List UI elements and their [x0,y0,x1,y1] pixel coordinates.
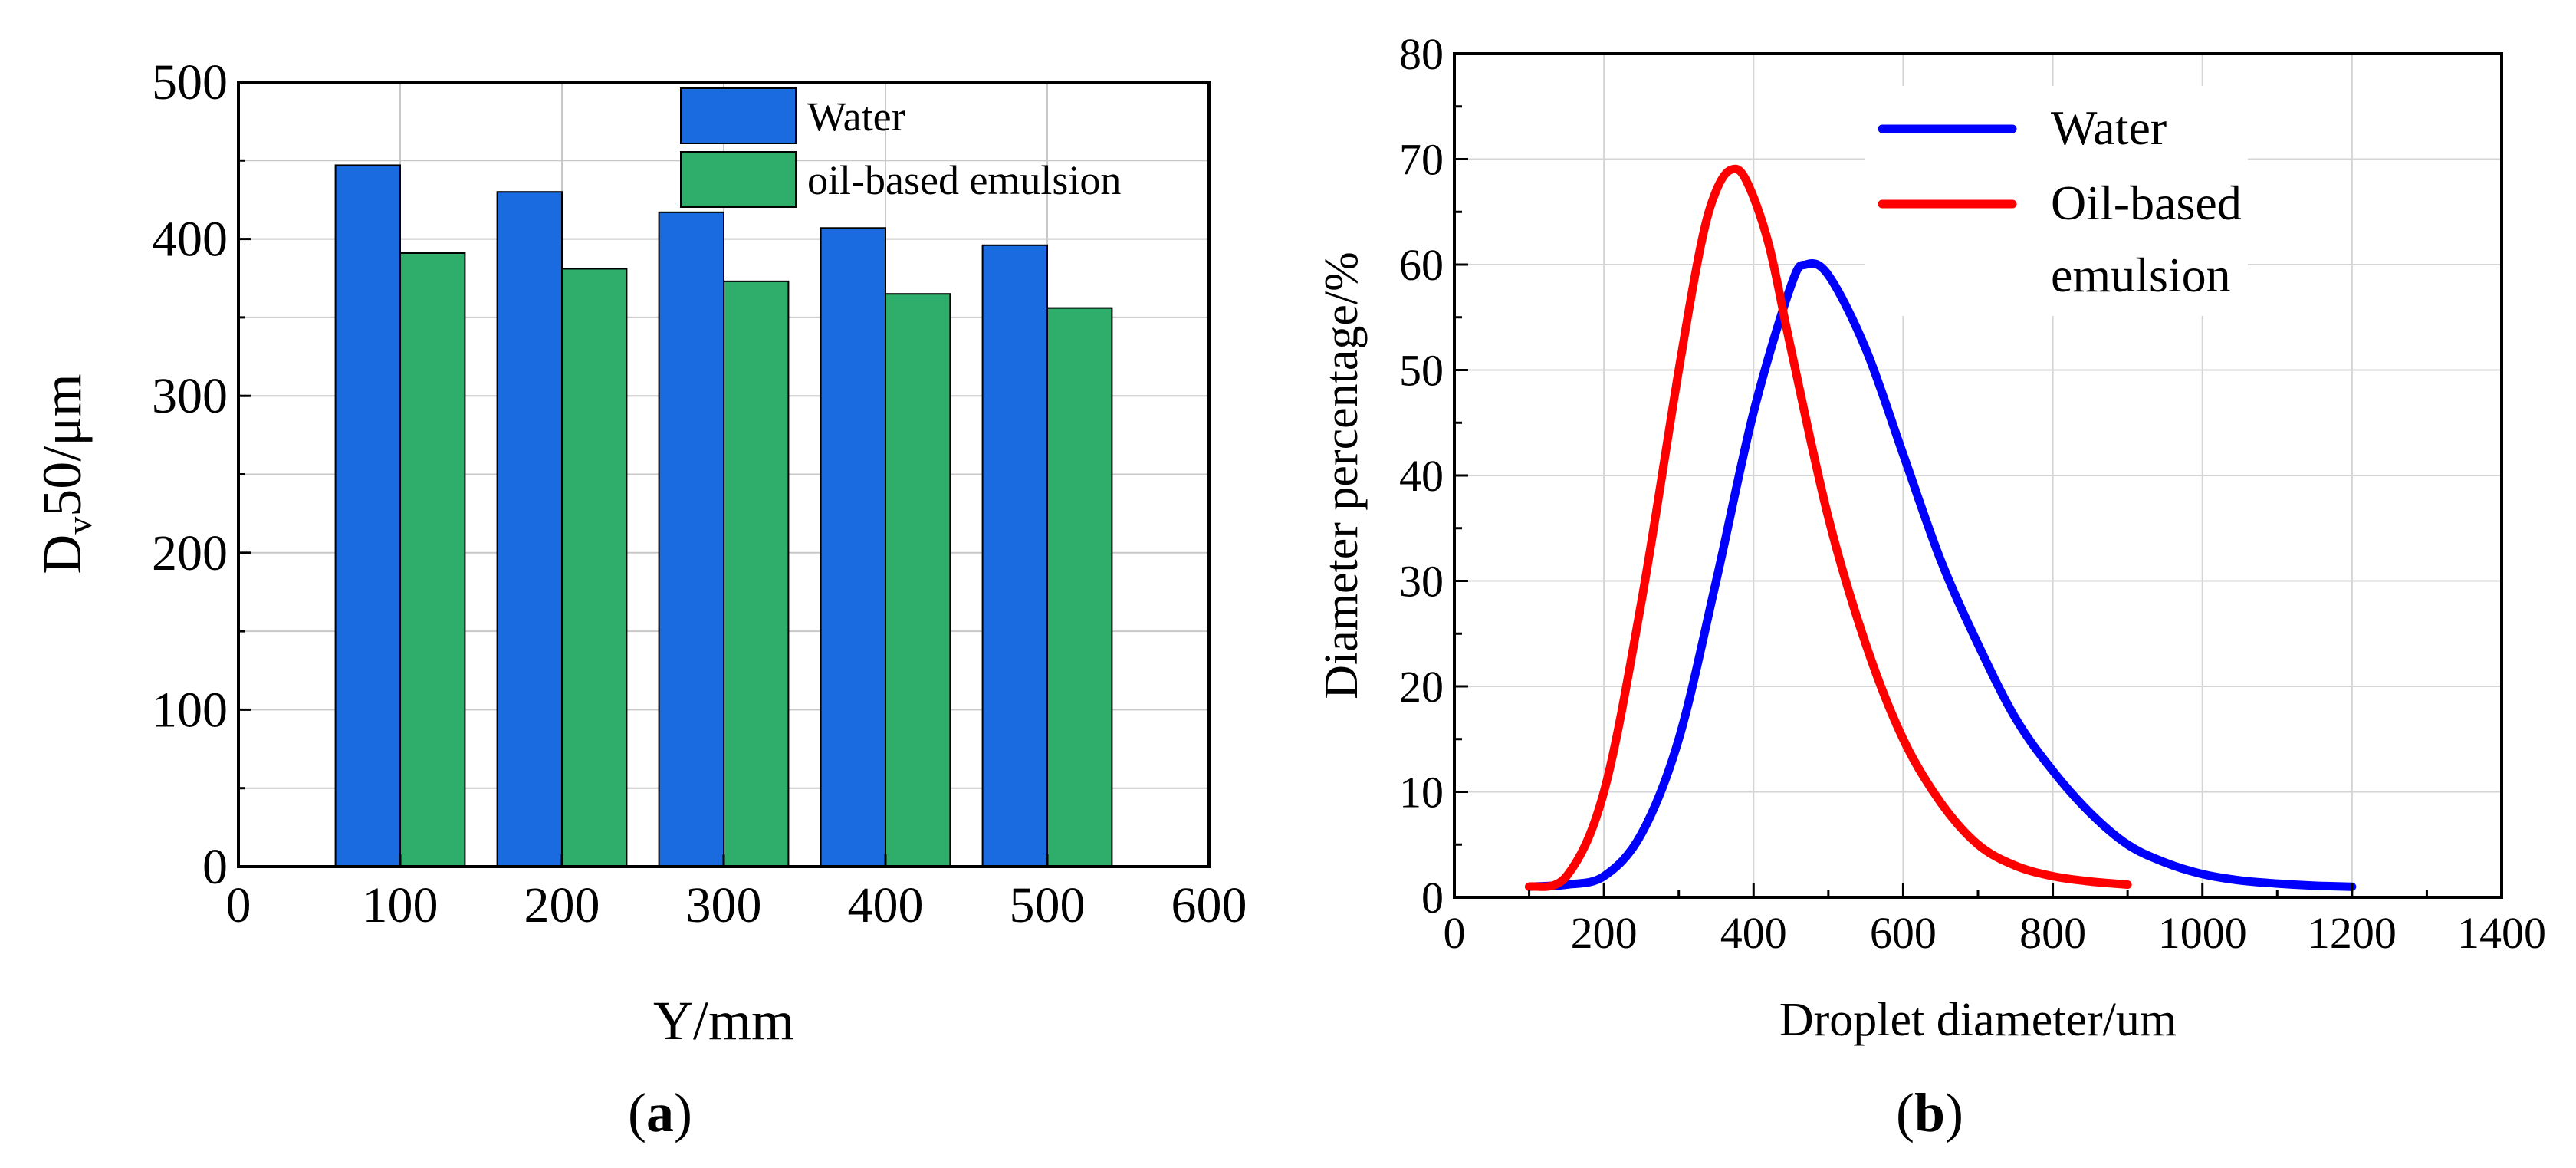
y-tick-label-b: 60 [1399,240,1444,290]
x-tick-label-b: 200 [1571,908,1638,958]
line-chart-panel-b: 0 200 400 600 800 1000 1200 1400 0 10 20 30 40 50 60 70… [1316,29,2546,1143]
x-axis-label-b: Droplet diameter/um [1779,994,2177,1046]
x-tick-label-a: 500 [1010,877,1086,933]
bar-water-200 [496,191,563,868]
legend-label-oil-b-line2: emulsion [2051,248,2231,302]
y-axis-label-a-rest: 50/μm [31,373,93,517]
x-tick-label-a: 0 [226,877,251,933]
y-tick-label-a: 500 [152,54,228,110]
panel-label-a: (a) [628,1082,692,1143]
x-axis-label-a: Y/mm [653,990,794,1051]
x-tick-label-b: 600 [1870,908,1937,958]
y-tick-label-b: 20 [1399,662,1444,712]
x-tick-label-a: 300 [686,877,762,933]
legend-label-water-b: Water [2051,100,2167,155]
bar-chart-panel-a: 0 100 200 300 400 500 600 0 100 200 300 400 500 Y/mm… [31,54,1247,1143]
bar-oil-100 [399,252,466,868]
x-tick-label-b: 1200 [2308,908,2397,958]
x-tick-label-b: 800 [2019,908,2086,958]
bars-a [334,164,1113,868]
x-tick-label-b: 0 [1444,908,1466,958]
legend-a: Water oil-based emulsion [680,87,1121,208]
y-tick-label-b: 70 [1399,135,1444,185]
y-tick-label-b: 80 [1399,29,1444,79]
bar-oil-400 [885,293,951,867]
x-tick-label-b: 1000 [2158,908,2247,958]
y-tick-label-a: 0 [202,839,228,895]
legend-label-oil-a: oil-based emulsion [807,157,1121,203]
bar-oil-200 [561,268,628,867]
panel-label-b: (b) [1896,1082,1963,1143]
y-tick-label-a: 400 [152,212,228,268]
legend-label-water-a: Water [807,94,905,140]
x-tick-label-b: 1400 [2457,908,2546,958]
bar-oil-300 [723,280,790,868]
y-tick-label-b: 40 [1399,451,1444,501]
y-tick-label-b: 10 [1399,768,1444,818]
bar-oil-500 [1046,307,1113,867]
y-axis-label-b: Diameter percentage/% [1316,252,1368,699]
ticks-a: 0 100 200 300 400 500 600 0 100 200 300 400 500 [152,54,1247,933]
y-tick-label-b: 30 [1399,557,1444,607]
panel-letter-b: b [1914,1082,1945,1143]
x-tick-label-a: 400 [848,877,924,933]
y-axis-label-a-main: D [31,535,93,574]
y-axis-label-a-sub: v [60,517,99,535]
bar-water-300 [658,211,724,867]
y-tick-label-a: 100 [152,682,228,738]
bar-water-500 [981,244,1048,867]
ticks-b: 0 200 400 600 800 1000 1200 1400 0 10 20 30 40 50 60 70… [1399,29,2546,958]
y-tick-label-b: 50 [1399,346,1444,396]
x-tick-label-b: 400 [1720,908,1787,958]
legend-swatch-oil-a [680,151,797,208]
series-line-water [1525,259,2357,891]
x-tick-label-a: 100 [363,877,439,933]
x-tick-label-a: 600 [1171,877,1247,933]
legend-b: Water Oil-based emulsion [1878,100,2242,302]
panel-letter-a: a [646,1082,674,1143]
x-tick-label-a: 200 [524,877,600,933]
y-tick-label-a: 200 [152,525,228,581]
y-tick-label-b: 0 [1421,873,1444,923]
legend-label-oil-b: Oil-based [2051,176,2242,230]
y-axis-label-a: Dv50/μm [31,373,99,574]
lines-b [1525,164,2357,891]
legend-swatch-water-a [680,87,797,144]
bar-water-100 [334,164,402,868]
series-line-oil [1525,164,2132,891]
bar-water-400 [820,227,886,867]
y-tick-label-a: 300 [152,368,228,424]
